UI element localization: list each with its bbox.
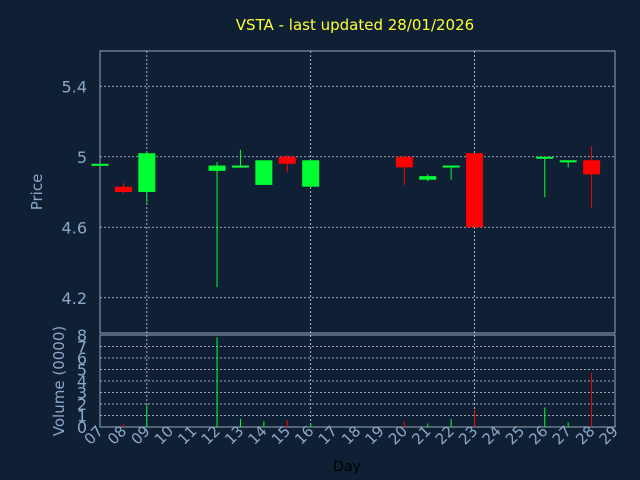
price-axis-title: Price <box>28 174 46 211</box>
candle-body-27 <box>559 160 577 163</box>
candle-body-12 <box>208 165 226 171</box>
candle-body-15 <box>278 156 296 164</box>
candle-body-21 <box>419 176 437 180</box>
candle-body-13 <box>231 165 249 168</box>
price-tick-label: 4.6 <box>62 218 87 237</box>
candle-body-16 <box>302 160 320 187</box>
candle-body-07 <box>91 163 109 166</box>
x-axis-title: Day <box>333 459 361 475</box>
candle-body-08 <box>114 186 132 192</box>
chart-title: VSTA - last updated 28/01/2026 <box>236 16 474 34</box>
candle-body-14 <box>255 160 273 185</box>
volume-tick-label: 6 <box>77 349 87 368</box>
volume-tick-label: 4 <box>77 372 87 391</box>
price-tick-label: 5 <box>77 148 87 167</box>
volume-tick-label: 1 <box>77 407 87 426</box>
candle-body-26 <box>536 156 554 159</box>
volume-tick-label: 8 <box>77 326 87 345</box>
volume-tick-label: 7 <box>77 338 87 357</box>
volume-tick-label: 2 <box>77 395 87 414</box>
candle-body-20 <box>395 156 413 168</box>
price-tick-label: 4.2 <box>62 289 87 308</box>
price-panel-frame <box>99 50 616 334</box>
volume-tick-label: 3 <box>77 384 87 403</box>
volume-tick-label: 5 <box>77 361 87 380</box>
candle-body-23 <box>466 153 484 228</box>
price-tick-label: 5.4 <box>62 77 87 96</box>
candle-body-09 <box>138 153 156 192</box>
volume-tick-label: 0 <box>77 418 87 437</box>
candle-body-28 <box>583 160 601 175</box>
candle-body-22 <box>442 165 460 168</box>
volume-axis-title: Volume (0000) <box>50 326 68 436</box>
plot-layer: 4.24.655.4012345678070809101112131415161… <box>62 50 622 448</box>
